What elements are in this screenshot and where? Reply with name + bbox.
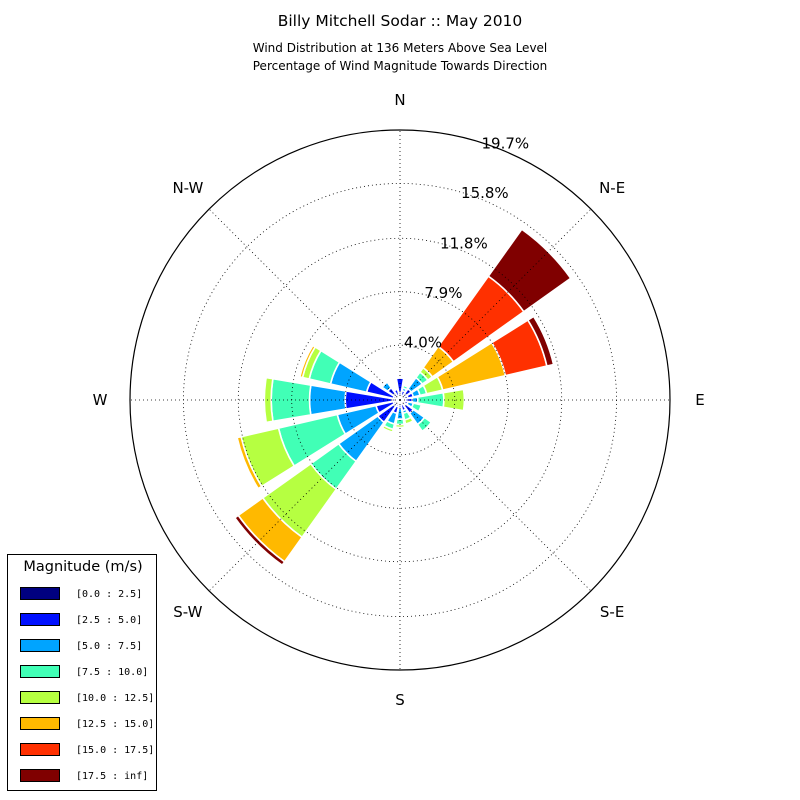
radial-tick-label: 11.8% [440, 235, 488, 253]
legend-item: [0.0 : 2.5] [20, 587, 155, 603]
bar-segment-s-bin-4 [394, 423, 406, 429]
direction-label-n-e: N-E [599, 179, 625, 197]
legend-label: [12.5 : 15.0] [76, 719, 155, 730]
legend-item: [12.5 : 15.0] [20, 717, 155, 733]
bar-segment-n-bin-1 [395, 377, 405, 393]
chart-subtitle-line-1: Wind Distribution at 136 Meters Above Se… [252, 41, 548, 55]
legend-item: [15.0 : 17.5] [20, 743, 155, 759]
bar-segment-ne-bin-7 [487, 228, 572, 313]
radial-tick-label: 19.7% [481, 135, 529, 153]
legend-swatch [20, 587, 60, 600]
bar-segment-w-bin-4 [263, 376, 274, 424]
radial-gridline [344, 344, 456, 456]
legend-swatch [20, 743, 60, 756]
radial-gridline [237, 237, 563, 563]
direction-label-s: S [395, 691, 405, 709]
legend-title: Magnitude (m/s) [23, 559, 143, 575]
legend-label: [15.0 : 17.5] [76, 745, 155, 756]
legend-swatch [20, 769, 60, 782]
legend-swatch [20, 665, 60, 678]
direction-label-s-e: S-E [600, 603, 624, 621]
legend-swatch [20, 691, 60, 704]
angular-gridline [399, 399, 592, 592]
bar-segment-nnw-bin-2 [392, 387, 399, 392]
bar-segment-ese-bin-3 [410, 402, 423, 413]
legend-label: [5.0 : 7.5] [76, 641, 143, 652]
bar-segment-w-bin-3 [270, 377, 312, 423]
chart-subtitle-line-2: Percentage of Wind Magnitude Towards Dir… [252, 59, 548, 73]
bar-segment-nw-bin-2 [381, 381, 393, 393]
bar-segment-e-bin-4 [442, 388, 466, 412]
legend-item: [10.0 : 12.5] [20, 691, 155, 707]
direction-label-s-w: S-W [173, 603, 202, 621]
radial-tick-label: 4.0% [404, 333, 442, 351]
direction-label-w: W [93, 391, 108, 409]
radial-tick-label: 7.9% [424, 284, 462, 302]
legend-label: [17.5 : inf] [76, 771, 149, 782]
radial-tick-label: 15.8% [461, 184, 509, 202]
legend-item: [17.5 : inf] [20, 769, 155, 785]
bar-stack-wnw [298, 344, 401, 401]
legend-item: [7.5 : 10.0] [20, 665, 155, 681]
radial-tick-labels: 4.0% 7.9% 11.8% 15.8% 19.7% [404, 135, 529, 352]
bar-segment-wsw-bin-5 [236, 435, 263, 490]
bar-segment-ssw-bin-4 [381, 424, 395, 434]
bar-stack-ssw [381, 399, 401, 434]
bar-segment-se-bin-3 [416, 416, 433, 433]
legend-item: [2.5 : 5.0] [20, 613, 155, 629]
legend-label: [2.5 : 5.0] [76, 615, 143, 626]
legend: Magnitude (m/s) [0.0 : 2.5] [2.5 : 5.0] [5… [7, 554, 157, 791]
direction-label-n: N [394, 91, 405, 109]
polar-grid [129, 129, 671, 671]
bar-segment-sse-bin-4 [403, 416, 415, 425]
direction-label-n-w: N-W [172, 179, 203, 197]
legend-swatch [20, 717, 60, 730]
legend-swatch [20, 639, 60, 652]
legend-label: [0.0 : 2.5] [76, 589, 143, 600]
bar-segment-sw-bin-7 [233, 514, 286, 567]
legend-label: [10.0 : 12.5] [76, 693, 155, 704]
bar-segment-wnw-bin-5 [298, 344, 317, 379]
bar-segment-ene-bin-7 [526, 315, 555, 368]
direction-label-e: E [695, 391, 704, 409]
bar-stack-e [399, 388, 466, 412]
legend-label: [7.5 : 10.0] [76, 667, 149, 678]
bar-segment-nne-bin-4 [402, 383, 410, 389]
bar-stack-nnw [392, 387, 401, 401]
legend-swatch [20, 613, 60, 626]
chart-title: Billy Mitchell Sodar :: May 2010 [277, 12, 523, 30]
direction-labels: N N-E E S-E S S-W W N-W [93, 91, 705, 709]
legend-item: [5.0 : 7.5] [20, 639, 155, 655]
outer-ring [129, 129, 671, 671]
